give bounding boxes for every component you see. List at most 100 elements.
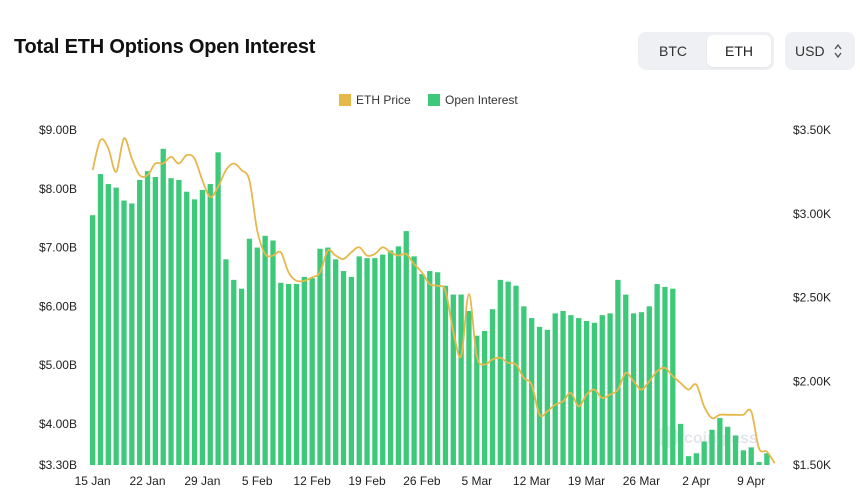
oi-bar[interactable] (129, 203, 135, 465)
oi-bar[interactable] (544, 329, 551, 465)
x-tick-label: 12 Mar (513, 474, 550, 488)
oi-bar[interactable] (434, 272, 441, 465)
oi-bar[interactable] (599, 315, 605, 465)
x-tick-label: 5 Feb (242, 474, 273, 488)
oi-bar[interactable] (505, 281, 511, 465)
oi-bar[interactable] (144, 171, 151, 465)
oi-bar[interactable] (207, 184, 213, 465)
oi-bar[interactable] (340, 271, 347, 465)
oi-bar[interactable] (293, 283, 300, 465)
oi-bar[interactable] (748, 447, 754, 465)
oi-bar[interactable] (380, 254, 386, 465)
oi-bar[interactable] (238, 288, 245, 465)
oi-bar[interactable] (137, 179, 143, 465)
y-right-tick-label: $2.00K (793, 374, 831, 388)
y-left-tick-label: $5.00B (39, 358, 77, 372)
oi-bar[interactable] (482, 331, 488, 465)
y-left-tick-label: $3.30B (39, 458, 77, 472)
oi-bar[interactable] (764, 453, 770, 465)
oi-bar[interactable] (246, 238, 253, 465)
oi-bar[interactable] (301, 276, 307, 465)
oi-bar[interactable] (176, 179, 182, 465)
oi-bar[interactable] (450, 294, 456, 465)
oi-bar[interactable] (717, 417, 723, 465)
oi-bar[interactable] (489, 309, 496, 465)
oi-bar[interactable] (630, 313, 637, 465)
toggle-eth-button[interactable]: ETH (707, 35, 771, 67)
oi-bar[interactable] (372, 258, 378, 465)
oi-bar[interactable] (317, 248, 323, 465)
oi-bar[interactable] (521, 306, 527, 465)
oi-bar[interactable] (552, 313, 558, 465)
oi-bar[interactable] (474, 335, 480, 465)
oi-bar[interactable] (662, 286, 668, 465)
oi-bar[interactable] (560, 311, 566, 465)
oi-bar[interactable] (497, 279, 503, 465)
oi-bar[interactable] (536, 326, 543, 465)
oi-bar[interactable] (121, 200, 127, 465)
oi-bar[interactable] (513, 285, 519, 465)
oi-bar[interactable] (685, 456, 692, 465)
oi-bar[interactable] (160, 148, 166, 465)
oi-bar[interactable] (403, 231, 409, 465)
oi-bar[interactable] (568, 315, 574, 465)
oi-bar[interactable] (466, 311, 472, 465)
oi-bar[interactable] (740, 450, 747, 465)
x-tick-label: 12 Feb (293, 474, 331, 488)
oi-bar[interactable] (105, 184, 111, 465)
oi-bar[interactable] (309, 278, 315, 465)
oi-bar[interactable] (254, 247, 260, 465)
oi-bar[interactable] (419, 273, 425, 465)
oi-bar[interactable] (576, 318, 582, 465)
oi-bar[interactable] (583, 321, 590, 465)
oi-bar[interactable] (756, 462, 762, 465)
oi-bar[interactable] (191, 199, 198, 465)
oi-bar[interactable] (215, 152, 221, 465)
oi-bar[interactable] (725, 426, 731, 465)
oi-bar[interactable] (325, 247, 331, 465)
x-tick-label: 15 Jan (75, 474, 111, 488)
oi-bar[interactable] (168, 178, 174, 465)
oi-bar[interactable] (199, 189, 206, 465)
oi-bar[interactable] (654, 283, 660, 465)
oi-bar[interactable] (262, 235, 268, 465)
oi-bar[interactable] (270, 240, 276, 465)
oi-bar[interactable] (732, 435, 739, 465)
oi-bar[interactable] (356, 256, 362, 465)
oi-bar[interactable] (184, 191, 190, 465)
oi-bar[interactable] (427, 271, 433, 465)
oi-bar[interactable] (623, 294, 629, 465)
oi-bar[interactable] (693, 453, 699, 465)
oi-bar[interactable] (286, 283, 292, 465)
oi-bar[interactable] (387, 250, 394, 465)
oi-bar[interactable] (223, 259, 229, 465)
legend-label[interactable]: Open Interest (445, 93, 518, 107)
oi-bar[interactable] (591, 322, 598, 465)
oi-bar[interactable] (442, 285, 449, 465)
oi-bar[interactable] (458, 294, 464, 465)
asset-toggle: BTC ETH (638, 32, 774, 70)
legend-label[interactable]: ETH Price (356, 93, 411, 107)
oi-bar[interactable] (615, 279, 621, 465)
oi-bar[interactable] (411, 256, 417, 465)
oi-bar[interactable] (231, 279, 237, 465)
oi-bar[interactable] (709, 429, 715, 465)
oi-bar[interactable] (113, 187, 119, 465)
oi-bar[interactable] (348, 276, 355, 465)
currency-select[interactable]: USD (785, 32, 855, 70)
toggle-btc-button[interactable]: BTC (659, 43, 687, 59)
oi-bar[interactable] (90, 215, 96, 465)
oi-bar[interactable] (333, 259, 339, 465)
oi-bar[interactable] (97, 174, 104, 465)
oi-bar[interactable] (278, 282, 284, 465)
oi-bar[interactable] (607, 313, 613, 465)
oi-bar[interactable] (364, 258, 370, 465)
oi-bar[interactable] (638, 312, 645, 465)
oi-bar[interactable] (152, 177, 159, 465)
x-axis: 15 Jan 22 Jan 29 Jan 5 Feb 12 Feb 19 Feb 26 Fe… (75, 474, 766, 488)
oi-bar[interactable] (646, 306, 652, 465)
oi-bar[interactable] (395, 246, 402, 465)
oi-bar[interactable] (529, 318, 535, 465)
oi-bar[interactable] (701, 441, 707, 465)
oi-bar[interactable] (678, 423, 684, 465)
